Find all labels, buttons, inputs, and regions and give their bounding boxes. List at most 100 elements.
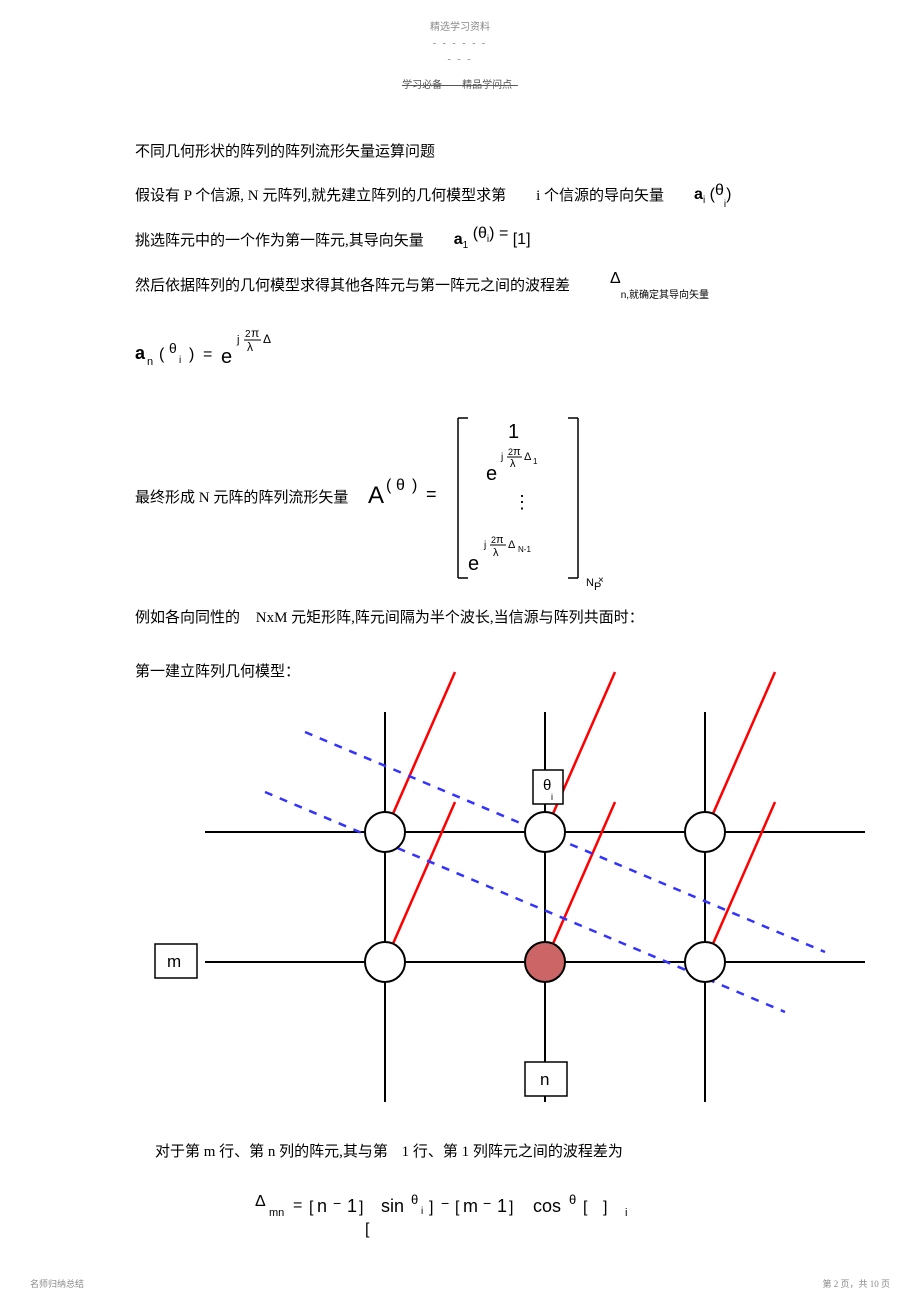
diagram-svg: θimn [105, 702, 885, 1122]
mx-A: A [368, 482, 384, 509]
sym-i: i [703, 195, 705, 206]
dmn-i2: i [625, 1207, 627, 1219]
p8-a: 对于第 m 行、第 n 列的阵元,其与第 [155, 1144, 388, 1160]
footer-right: 第 2 页，共 10 页 [822, 1277, 890, 1291]
eq-eq: = [203, 346, 212, 363]
mx-right-bracket [568, 418, 578, 578]
sym-theta2: θ [478, 225, 487, 242]
paragraph-1: 不同几何形状的阵列的阵列流形矢量运算问题 [135, 140, 785, 164]
dmn-1b: 1 [497, 1196, 507, 1216]
dmn-1a: 1 [347, 1196, 357, 1216]
paragraph-6: 例如各向同性的 NxM 元矩形阵,阵元间隔为半个波长,当信源与阵列共面时： [135, 606, 785, 630]
dmn-m3: − [483, 1195, 491, 1211]
p8-b: 1 行、第 1 列阵元之间的波程差为 [402, 1144, 623, 1160]
equation-an: a n ( θ i ) = e j 2 π λ Δ [135, 325, 785, 383]
dmn-n: n [317, 1196, 327, 1216]
eq-j: j [236, 334, 239, 346]
sym-rp: ) [726, 186, 731, 203]
eq-th: θ [169, 340, 177, 356]
dmn-rb1b: ] [429, 1199, 433, 1216]
mx-dots: ⋮ [513, 492, 531, 512]
dmn-i1: i [421, 1206, 423, 1217]
paragraph-8: 对于第 m 行、第 n 列的阵元,其与第 1 行、第 1 列阵元之间的波程差为 [155, 1140, 785, 1164]
dmn-m: m [463, 1196, 478, 1216]
paragraph-5-row: 最终形成 N 元阵的阵列流形矢量 A ( θ ) = [135, 408, 785, 588]
eq-del: Δ [263, 332, 271, 346]
dmn-m2: − [441, 1195, 449, 1211]
mx-eN: e [468, 553, 479, 575]
dmn-m1: − [333, 1195, 341, 1211]
eq-a: a [135, 343, 146, 363]
sym-one-br: [1] [513, 231, 531, 248]
svg-text:m: m [167, 952, 181, 971]
page-content: 不同几何形状的阵列的阵列流形矢量运算问题 假设有 P 个信源, N 元阵列,就先… [135, 130, 785, 1250]
sym-a2: a [454, 231, 463, 248]
dmn-del: Δ [255, 1193, 266, 1210]
mx-l1: λ [510, 458, 516, 470]
mx-jN: j [483, 540, 486, 551]
p6-a: 例如各向同性的 [135, 610, 240, 626]
dmn-cos: cos [533, 1196, 561, 1216]
page-header: 精选学习资料 - - - - - - - - - 学习必备 - - - 精品学问… [0, 20, 920, 94]
header-dashes2: - - - [0, 52, 920, 68]
mx-j1: j [500, 452, 503, 463]
eq-e: e [221, 346, 232, 368]
eq-rp: ) [189, 346, 194, 363]
header-dashes: - - - - - - [0, 36, 920, 52]
matrix-svg: A ( θ ) = [368, 408, 668, 588]
mx-NP-n: N [586, 577, 594, 589]
eq-lp: ( [159, 346, 165, 363]
p2-math: ai (θi) [694, 182, 731, 209]
dmn-lb4: [ [365, 1221, 370, 1238]
p4-text-a: 然后依据阵列的几何模型求得其他各阵元与第一阵元之间的波程差 [135, 274, 570, 298]
dmn-sin: sin [381, 1196, 404, 1216]
sym-i2: i [724, 199, 726, 210]
mx-left-bracket [458, 418, 468, 578]
dmn-th1: θ [411, 1192, 418, 1207]
p5-text: 最终形成 N 元阵的阵列流形矢量 [135, 486, 348, 510]
p3-math: a1 (θi) = [1] [454, 227, 531, 254]
mx-th: θ [396, 477, 405, 494]
mx-NP-p: P [594, 581, 601, 593]
paragraph-2: 假设有 P 个信源, N 元阵列,就先建立阵列的几何模型求第 i 个信源的导向矢… [135, 182, 785, 209]
eq-pi: π [251, 326, 259, 340]
eq-an-svg: a n ( θ i ) = e j 2 π λ Δ [135, 325, 395, 375]
sym-a: a [694, 186, 703, 203]
mx-rp: ) [412, 477, 417, 494]
p2-text-a: 假设有 P 个信源, N 元阵列,就先建立阵列的几何模型求第 [135, 184, 506, 208]
dmn-lb3: [ [583, 1199, 588, 1216]
mx-s1: 1 [533, 457, 538, 466]
mx-lN: λ [493, 547, 499, 559]
paragraph-4: 然后依据阵列的几何模型求得其他各阵元与第一阵元之间的波程差 Δn,就确定其导向矢… [135, 272, 785, 299]
footer-left: 名师归纳总结 [30, 1277, 84, 1291]
mx-d1: Δ [524, 451, 532, 463]
paragraph-7: 第一建立阵列几何模型： [135, 660, 785, 684]
mx-1: 1 [508, 421, 519, 443]
dmn-eq: = [293, 1197, 302, 1214]
eq-i: i [179, 355, 181, 366]
paragraph-3: 挑选阵元中的一个作为第一阵元,其导向矢量 a1 (θi) = [1] [135, 227, 785, 254]
sym-eq: = [499, 225, 508, 242]
array-diagram: θimn [105, 702, 785, 1130]
dmn-rb3: ] [603, 1199, 607, 1216]
p2-text-b: i 个信源的导向矢量 [536, 184, 664, 208]
dmn-lb1: [ [309, 1199, 314, 1216]
p6-b: NxM 元矩形阵,阵元间隔为半个波长,当信源与阵列共面时： [256, 610, 644, 626]
mx-sN: N-1 [518, 545, 531, 554]
dmn-mn: mn [269, 1207, 284, 1219]
eq-n: n [147, 356, 153, 368]
header-strike: 学习必备 - - - 精品学问点 - [0, 78, 920, 94]
mx-pi1: π [513, 446, 521, 458]
dmn-lb2: [ [455, 1199, 460, 1216]
sym-theta: θ [715, 182, 724, 199]
sym-delta: Δ [610, 270, 621, 287]
svg-text:n: n [540, 1070, 549, 1089]
sym-rp2: ) [489, 225, 494, 242]
header-line1: 精选学习资料 [0, 20, 920, 36]
sym-1: 1 [463, 240, 469, 251]
mx-e1: e [486, 463, 497, 485]
dmn-rb1: ] [359, 1199, 363, 1216]
mx-piN: π [496, 534, 504, 546]
eq-lam: λ [247, 340, 253, 354]
equation-delta-mn: Δ mn = [ n − 1 ] sin θ i ] − [ m − 1 ] c… [255, 1182, 785, 1250]
